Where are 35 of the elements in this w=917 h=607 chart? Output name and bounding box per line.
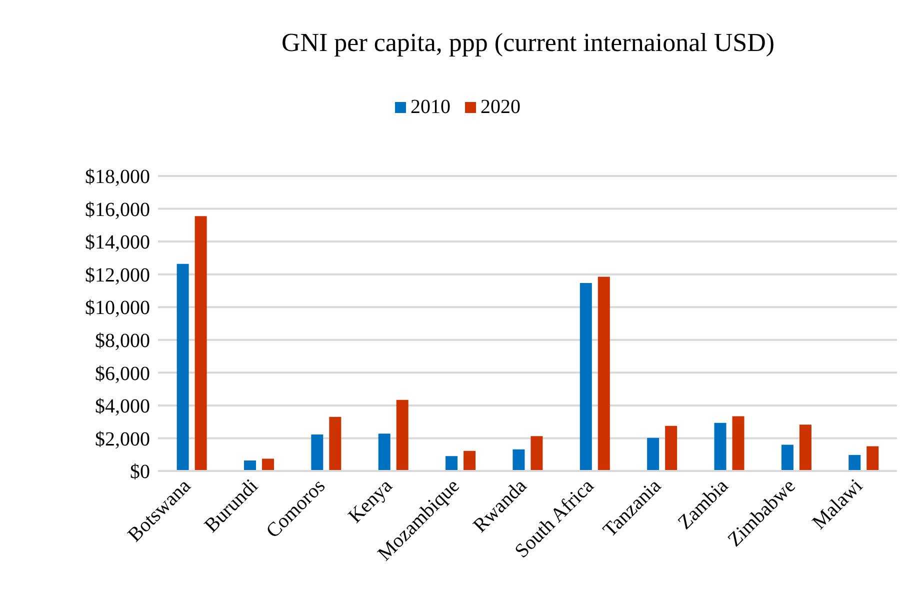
y-tick-label: $2,000 [95,428,150,450]
y-tick-label: $16,000 [85,198,150,221]
bar [378,434,390,471]
legend-label: 2020 [480,96,520,119]
y-tick-label: $4,000 [95,396,150,418]
bar [176,264,189,471]
bar [665,426,678,471]
bar [781,444,794,471]
bar [732,416,744,471]
bar [866,446,879,471]
bar [262,458,274,471]
y-tick-label: $18,000 [85,166,150,188]
y-tick-label: $8,000 [95,330,150,352]
bar [714,422,726,471]
y-tick-label: $10,000 [85,297,150,320]
bar [244,460,256,471]
y-tick-label: $6,000 [95,362,150,385]
bar [464,450,476,471]
bar [512,449,525,471]
y-tick-label: $0 [130,461,150,484]
bar [396,400,408,471]
legend-label: 2010 [410,96,450,119]
y-tick-label: $14,000 [85,232,150,254]
bar [799,424,812,471]
bar [848,454,861,471]
bar [194,216,207,471]
bar [530,436,543,471]
bar [446,456,458,471]
bar [598,276,610,471]
chart-title: GNI per capita, ppp (current internaional USD) [280,28,776,58]
bar [647,438,660,471]
y-tick-label: $12,000 [85,264,150,286]
bar [580,283,592,471]
bar [329,416,342,471]
bar [311,434,324,471]
